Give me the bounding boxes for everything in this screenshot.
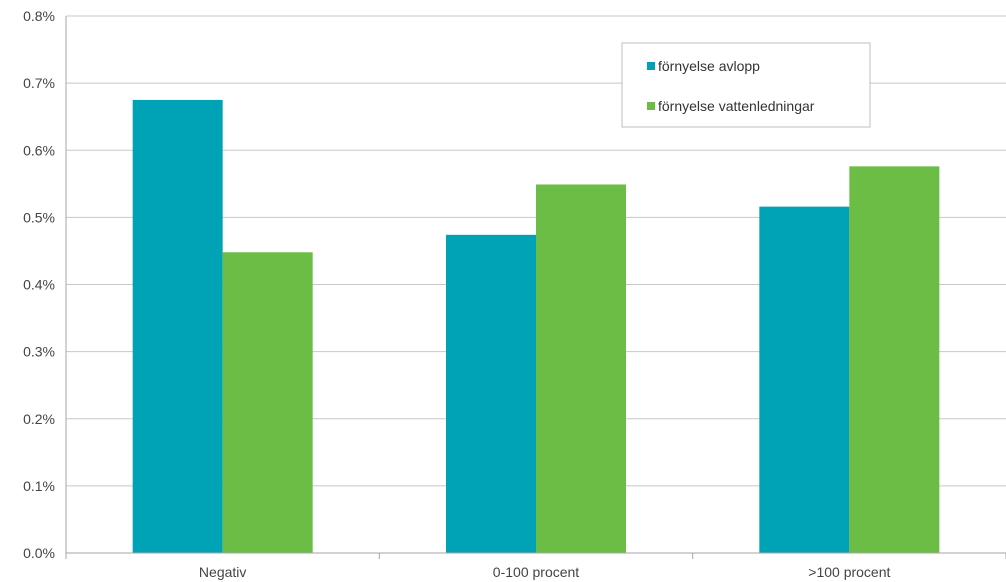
bar-vattenledningar xyxy=(222,252,313,553)
legend-label: förnyelse avlopp xyxy=(658,58,760,74)
y-axis-ticks: 0.0% 0.1% 0.2% 0.3% 0.4% 0.5% 0.6% 0.7% 0.8% xyxy=(23,8,55,561)
x-tick-label: Negativ xyxy=(199,564,246,580)
legend-swatch xyxy=(647,102,655,110)
legend-label: förnyelse vattenledningar xyxy=(658,98,815,114)
y-tick-label: 0.7% xyxy=(23,75,55,91)
y-tick-label: 0.0% xyxy=(23,545,55,561)
legend: förnyelse avlopp förnyelse vattenledninga… xyxy=(621,42,871,128)
y-tick-label: 0.6% xyxy=(23,142,55,158)
y-tick-label: 0.2% xyxy=(23,411,55,427)
y-tick-label: 0.1% xyxy=(23,478,55,494)
bar-avlopp xyxy=(759,206,850,553)
bar-avlopp xyxy=(446,234,536,553)
bar-avlopp xyxy=(132,99,223,553)
x-axis: Negativ 0-100 procent >100 procent xyxy=(65,16,1006,580)
y-tick-label: 0.8% xyxy=(23,8,55,24)
y-tick-label: 0.4% xyxy=(23,277,55,293)
bars xyxy=(132,99,940,554)
legend-swatch xyxy=(647,62,655,70)
y-tick-label: 0.3% xyxy=(23,344,55,360)
y-tick-label: 0.5% xyxy=(23,209,55,225)
bar-vattenledningar xyxy=(536,184,626,553)
legend-box xyxy=(621,42,871,128)
bar-vattenledningar xyxy=(849,166,940,554)
x-tick-label: 0-100 procent xyxy=(493,564,580,580)
x-tick-label: >100 procent xyxy=(808,564,890,580)
